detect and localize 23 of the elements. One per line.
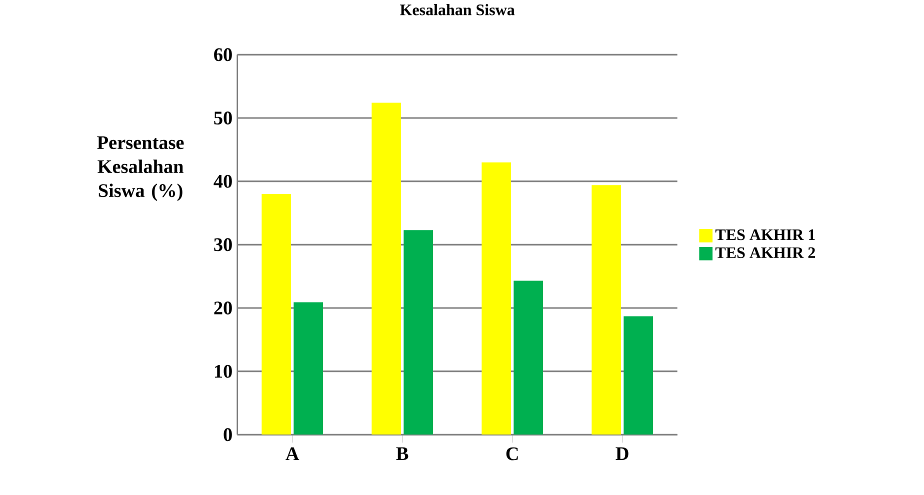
x-tick-label: C	[506, 448, 518, 460]
y-tick-label: 60	[214, 48, 232, 62]
bar	[624, 316, 654, 435]
legend-label: TES AKHIR 2	[715, 247, 815, 258]
y-tick-label: 10	[214, 365, 232, 378]
bar	[404, 230, 434, 435]
bar	[482, 162, 512, 435]
bar	[514, 280, 543, 435]
x-tick-label: B	[396, 448, 408, 460]
y-tick-label: 40	[214, 175, 232, 188]
y-tick-label: 0	[224, 428, 232, 442]
x-tick-label: D	[616, 448, 628, 460]
bar	[372, 102, 402, 435]
bar	[262, 194, 292, 435]
bar	[592, 185, 621, 435]
y-tick-label: 50	[214, 112, 232, 125]
x-tick-label: A	[286, 448, 300, 460]
y-tick-label: 30	[214, 238, 232, 252]
bar	[294, 302, 324, 435]
y-tick-label: 20	[214, 302, 232, 315]
legend-label: TES AKHIR 1	[715, 230, 815, 240]
chart-title: Kesalahan Siswa	[400, 4, 515, 16]
y-axis-title: Persentase Kesalahan Siswa (%)	[97, 136, 184, 202]
